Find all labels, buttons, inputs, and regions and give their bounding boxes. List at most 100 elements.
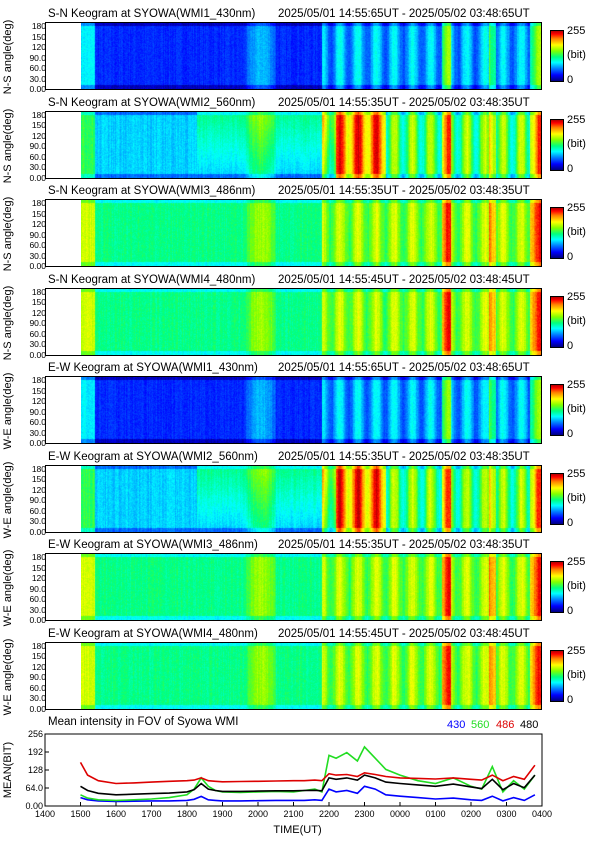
- keogram-y-tick: 30.0: [29, 73, 46, 84]
- colorbar-min: 0: [567, 162, 574, 175]
- colorbar-min: 0: [567, 251, 574, 263]
- x-tick-label: 0400: [532, 809, 552, 819]
- keogram-y-label: W-E angle(deg): [2, 372, 14, 450]
- keogram-title: E-W Keogram at SYOWA(WMI4_480nm): [48, 627, 258, 640]
- keogram-y-tick: 60.0: [29, 594, 46, 604]
- colorbar-min: 0: [567, 74, 574, 86]
- keogram-y-tick: 30.0: [29, 250, 46, 261]
- x-tick-label: 1800: [177, 809, 197, 819]
- keogram-panel: E-W Keogram at SYOWA(WMI4_480nm) 2025/05…: [0, 628, 595, 717]
- keogram-y-tick: 180: [31, 198, 46, 208]
- series-line-480: [80, 774, 536, 796]
- colorbar-max: 255: [567, 467, 586, 480]
- x-tick-label: 0100: [425, 809, 445, 819]
- colorbar-min: 0: [567, 516, 574, 529]
- colorbar-min: 0: [567, 693, 574, 706]
- keogram-y-tick: 90.0: [29, 495, 46, 505]
- colorbar: [550, 207, 564, 259]
- keogram-panel: S-N Keogram at SYOWA(WMI2_560nm) 2025/05…: [0, 97, 595, 186]
- keogram-y-label: N-S angle(deg): [2, 285, 14, 360]
- keogram-y-tick: 60.0: [29, 417, 46, 427]
- keogram-y-tick: 0.00: [29, 526, 46, 537]
- keogram-image: [45, 641, 542, 710]
- keogram-title: S-N Keogram at SYOWA(WMI4_480nm): [48, 273, 256, 286]
- colorbar-unit: (bit): [567, 403, 586, 415]
- keogram-y-tick: 0.00: [29, 615, 46, 625]
- y-tick-label: 64.0: [25, 783, 43, 793]
- keogram-y-tick: 60.0: [29, 505, 46, 516]
- x-tick-label: 1600: [106, 809, 126, 819]
- keogram-title: E-W Keogram at SYOWA(WMI3_486nm): [48, 539, 258, 551]
- keogram-time-range: 2025/05/01 14:55:35UT - 2025/05/02 03:48…: [278, 96, 530, 109]
- mean-intensity-panel: Mean intensity in FOV of Syowa WMI 430 5…: [0, 716, 595, 842]
- colorbar-unit: (bit): [567, 491, 586, 504]
- keogram-y-tick: 120: [31, 307, 46, 318]
- keogram-time-range: 2025/05/01 14:55:45UT - 2025/05/02 03:48…: [278, 627, 530, 640]
- x-tick-label: 0300: [496, 809, 516, 819]
- keogram-y-tick: 90.0: [29, 141, 46, 151]
- y-tick-label: 128: [28, 765, 43, 775]
- keogram-image: [45, 376, 542, 444]
- x-tick-label: 1400: [35, 809, 55, 819]
- keogram-title: E-W Keogram at SYOWA(WMI1_430nm): [48, 362, 258, 374]
- colorbar-unit: (bit): [567, 668, 586, 681]
- y-tick-label: 256: [28, 729, 43, 739]
- keogram-y-tick: 90.0: [29, 52, 46, 63]
- colorbar-max: 255: [567, 644, 586, 657]
- colorbar: [550, 384, 564, 436]
- x-tick-label: 2300: [354, 809, 374, 819]
- keogram-y-tick: 0.00: [29, 438, 46, 448]
- keogram-image: [45, 553, 542, 621]
- keogram-y-tick: 0.00: [29, 703, 46, 714]
- x-tick-label: 0000: [390, 809, 410, 819]
- keogram-panel: E-W Keogram at SYOWA(WMI3_486nm) 2025/05…: [0, 539, 595, 628]
- keogram-y-tick: 150: [31, 31, 46, 42]
- keogram-y-tick: 180: [31, 463, 46, 474]
- keogram-y-tick: 0.00: [29, 349, 46, 360]
- colorbar-unit: (bit): [567, 49, 586, 61]
- colorbar-max: 255: [567, 25, 586, 37]
- keogram-y-tick: 30.0: [29, 693, 46, 703]
- x-axis-label: TIME(UT): [273, 824, 322, 836]
- keogram-y-tick: 90.0: [29, 672, 46, 682]
- keogram-y-tick: 0.00: [29, 172, 46, 183]
- keogram-time-range: 2025/05/01 14:55:65UT - 2025/05/02 03:48…: [278, 8, 530, 20]
- x-tick-label: 2200: [319, 809, 339, 819]
- series-line-560: [80, 745, 536, 802]
- keogram-panel: S-N Keogram at SYOWA(WMI4_480nm) 2025/05…: [0, 274, 595, 363]
- keogram-y-tick: 120: [31, 661, 46, 672]
- x-tick-label: 1700: [141, 809, 161, 819]
- legend-480: 480: [520, 719, 539, 731]
- colorbar-min: 0: [567, 339, 574, 352]
- colorbar: [550, 649, 564, 702]
- keogram-y-tick: 0.00: [29, 261, 46, 271]
- keogram-time-range: 2025/05/01 14:55:35UT - 2025/05/02 03:48…: [278, 185, 530, 197]
- keogram-y-tick: 30.0: [29, 162, 46, 172]
- colorbar: [550, 118, 564, 171]
- y-axis-label: MEAN(BIT): [2, 742, 14, 798]
- series-line-430: [80, 785, 536, 803]
- keogram-y-tick: 120: [31, 130, 46, 141]
- keogram-time-range: 2025/05/01 14:55:65UT - 2025/05/02 03:48…: [278, 362, 530, 374]
- keogram-y-tick: 150: [31, 120, 46, 130]
- series-line-486: [79, 762, 536, 785]
- keogram-y-tick: 150: [31, 208, 46, 219]
- colorbar-unit: (bit): [567, 226, 586, 238]
- colorbar-max: 255: [567, 113, 586, 126]
- keogram-y-tick: 30.0: [29, 604, 46, 615]
- colorbar-unit: (bit): [567, 580, 586, 592]
- legend-430: 430: [447, 719, 466, 731]
- y-tick-label: 192: [28, 747, 43, 757]
- colorbar-min: 0: [567, 428, 574, 440]
- keogram-image: [45, 464, 542, 533]
- x-tick-label: 2000: [248, 809, 268, 819]
- keogram-image: [45, 22, 542, 90]
- keogram-time-range: 2025/05/01 14:55:35UT - 2025/05/02 03:48…: [278, 539, 530, 551]
- x-tick-label: 0200: [461, 809, 481, 819]
- keogram-y-tick: 90.0: [29, 318, 46, 328]
- keogram-y-tick: 150: [31, 297, 46, 307]
- keogram-y-tick: 150: [31, 651, 46, 661]
- mean-chart-title: Mean intensity in FOV of Syowa WMI: [48, 716, 239, 728]
- colorbar-max: 255: [567, 379, 586, 391]
- keogram-y-tick: 180: [31, 286, 46, 297]
